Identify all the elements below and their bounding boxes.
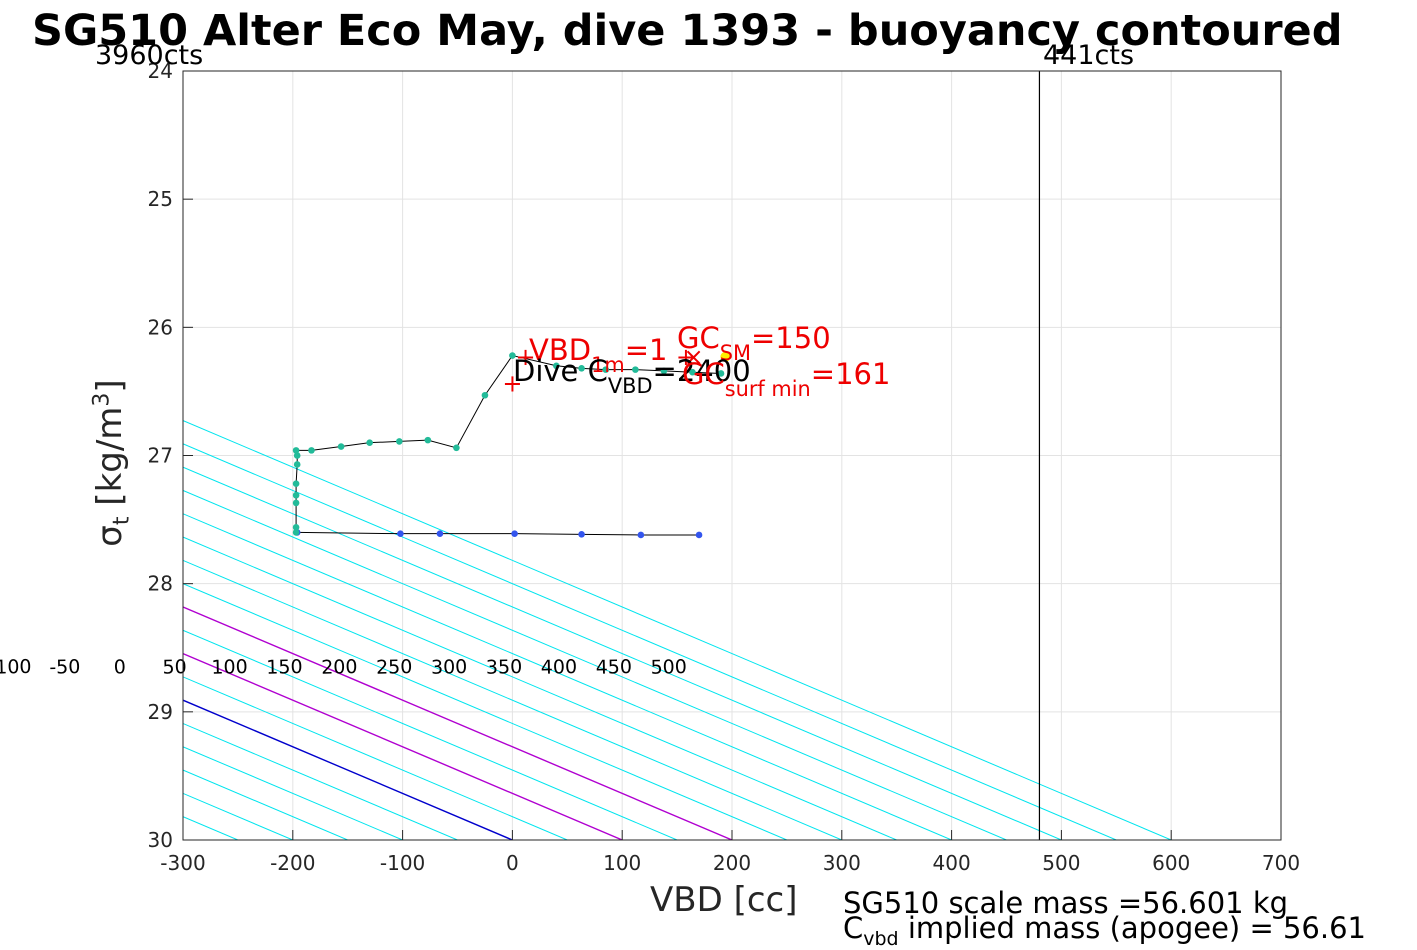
contour-line — [183, 443, 1117, 840]
contour-label: 350 — [486, 656, 523, 679]
vbd-annotation: VBD1m=1 — [529, 333, 667, 377]
climb-point — [292, 523, 300, 531]
dive-point — [578, 531, 585, 538]
dive-c-annotation: Dive CVBD=2400 — [513, 354, 751, 398]
climb-point — [553, 362, 560, 370]
climb-point — [308, 447, 315, 454]
contour-label: 200 — [321, 656, 358, 679]
climb-point — [292, 480, 300, 487]
contour-label: 0 — [113, 656, 126, 678]
dive-point — [511, 530, 518, 537]
climb-point — [424, 436, 432, 444]
contour-line — [183, 559, 842, 840]
contour-line — [0, 71, 18, 840]
contour-label: 100 — [211, 656, 248, 679]
right-limit-label: 441cts — [1043, 40, 1135, 71]
x-tick-label: -100 — [380, 851, 425, 875]
contour-label: 400 — [541, 656, 578, 679]
climb-point — [366, 439, 373, 446]
dive-point — [637, 531, 645, 539]
y-tick-label: 27 — [148, 444, 173, 468]
climb-point — [632, 366, 639, 373]
climb-point — [578, 365, 585, 372]
y-tick-label: 26 — [148, 315, 173, 339]
dive-point — [695, 531, 703, 539]
x-tick-label: 400 — [933, 851, 971, 875]
y-tick-label: 30 — [148, 828, 173, 852]
x-tick-labels: -300 -200 -100 0 100 200 300 400 500 600 700 — [160, 830, 1300, 875]
contour-label: 50 — [162, 656, 187, 678]
surface-point — [720, 351, 731, 362]
contour-line — [183, 699, 513, 840]
annotation-marker: + — [502, 370, 522, 398]
climb-point — [660, 367, 668, 375]
contour-line — [183, 583, 788, 840]
annotation-marker: + — [516, 343, 536, 371]
contour-label: -50 — [49, 656, 80, 679]
implied-mass-text: Cvbd implied mass (apogee) = 56.61 — [843, 911, 1366, 950]
gc-sm-annotation: GCSM=150 — [677, 321, 831, 365]
climb-point — [292, 447, 300, 454]
climb-point — [481, 391, 489, 399]
contour-label: 150 — [266, 656, 303, 679]
x-tick-label: 200 — [713, 851, 751, 875]
dive-point — [436, 530, 444, 537]
climb-point — [689, 368, 696, 376]
x-tick-label: 500 — [1042, 851, 1080, 875]
x-tick-label: 300 — [823, 851, 861, 875]
climb-point — [717, 370, 725, 377]
annotation-marker: + — [676, 343, 696, 371]
x-tick-label: 100 — [603, 851, 641, 875]
climb-point — [292, 499, 300, 507]
climb-point — [293, 461, 301, 468]
contour-line — [183, 652, 623, 840]
contour-label: 300 — [431, 656, 468, 679]
dive-climb-tracks — [292, 352, 725, 539]
climb-point — [509, 352, 516, 359]
contour-label: 250 — [376, 656, 413, 679]
contour-line — [183, 513, 952, 840]
gc-surf-annotation: GCsurf min=161 — [682, 357, 890, 401]
climb-point — [292, 529, 300, 536]
contour-label: 500 — [650, 656, 687, 679]
buoyancy-contours — [0, 71, 1172, 840]
x-tick-label: -300 — [160, 851, 205, 875]
climb-point — [453, 444, 460, 452]
contour-line — [0, 71, 73, 840]
scale-mass-text: SG510 scale mass =56.601 kg — [843, 886, 1289, 920]
grid-lines — [183, 71, 1281, 840]
contour-label: 450 — [595, 656, 632, 679]
y-axis-label: σt [kg/m3] — [89, 379, 135, 547]
y-tick-labels: 24 25 26 27 28 29 30 — [148, 59, 193, 852]
climb-point — [337, 443, 345, 450]
y-tick-label: 29 — [148, 700, 173, 724]
y-tick-label: 24 — [148, 59, 173, 83]
x-tick-label: 600 — [1152, 851, 1190, 875]
chart-title: SG510 Alter Eco May, dive 1393 - buoyanc… — [32, 6, 1343, 56]
x-axis-label: VBD [cc] — [650, 880, 798, 920]
contour-line — [183, 629, 678, 840]
contour-labels: -350-300-250-200-100-5005010015020025030… — [0, 656, 687, 679]
climb-point — [293, 452, 301, 459]
contour-line — [183, 676, 568, 840]
contour-line — [183, 489, 1007, 840]
climb-point — [602, 366, 610, 373]
dive-point — [397, 530, 404, 537]
climb-point — [396, 438, 403, 445]
x-tick-label: -200 — [270, 851, 315, 875]
contour-line — [183, 466, 1062, 840]
contour-line — [183, 536, 897, 840]
contour-line — [183, 606, 733, 840]
y-tick-label: 25 — [148, 187, 173, 211]
left-limit-label: 3960cts — [95, 40, 204, 71]
x-tick-label: 0 — [506, 851, 519, 875]
contour-label: -100 — [0, 656, 32, 679]
x-tick-label: 700 — [1262, 851, 1300, 875]
y-tick-label: 28 — [148, 572, 173, 596]
contour-line — [183, 420, 1172, 840]
annotation-marker: × — [684, 343, 704, 371]
climb-point — [292, 491, 300, 499]
